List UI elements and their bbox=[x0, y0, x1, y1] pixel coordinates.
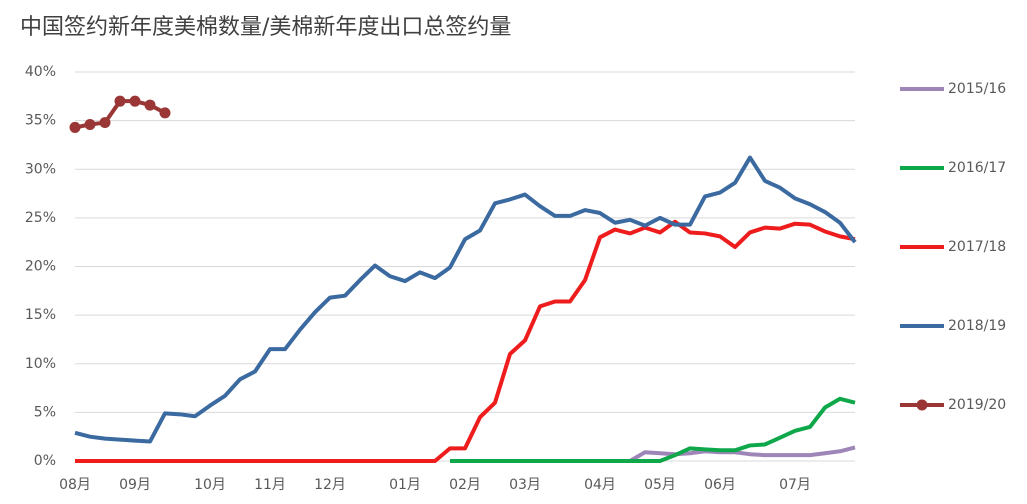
y-tick-label: 15% bbox=[25, 307, 56, 323]
legend-label: 2017/18 bbox=[948, 239, 1006, 255]
series-marker bbox=[69, 121, 81, 133]
series-marker bbox=[159, 107, 171, 119]
series-marker bbox=[144, 99, 156, 111]
x-tick-label: 03月 bbox=[509, 477, 541, 493]
legend-label: 2016/17 bbox=[948, 160, 1006, 176]
y-tick-label: 10% bbox=[25, 356, 56, 372]
y-tick-label: 35% bbox=[25, 113, 56, 129]
y-tick-label: 25% bbox=[25, 210, 56, 226]
y-tick-label: 0% bbox=[34, 453, 56, 469]
series-marker bbox=[84, 119, 96, 131]
legend-label: 2019/20 bbox=[948, 397, 1006, 413]
x-tick-label: 04月 bbox=[584, 477, 616, 493]
y-tick-label: 40% bbox=[25, 64, 56, 80]
series-marker bbox=[99, 117, 111, 129]
series-line bbox=[628, 445, 856, 463]
legend-label: 2015/16 bbox=[948, 81, 1006, 97]
series-marker bbox=[114, 95, 126, 107]
x-tick-label: 01月 bbox=[389, 477, 421, 493]
x-tick-label: 08月 bbox=[59, 477, 91, 493]
x-tick-label: 05月 bbox=[644, 477, 676, 493]
x-tick-label: 02月 bbox=[449, 477, 481, 493]
series-line bbox=[74, 155, 857, 444]
x-tick-label: 11月 bbox=[254, 477, 286, 493]
y-tick-label: 20% bbox=[25, 259, 56, 275]
x-tick-label: 07月 bbox=[779, 477, 811, 493]
x-tick-label: 12月 bbox=[314, 477, 346, 493]
x-tick-label: 06月 bbox=[704, 477, 736, 493]
legend-marker bbox=[916, 399, 928, 411]
series-line bbox=[75, 219, 856, 463]
y-tick-label: 5% bbox=[34, 404, 56, 420]
legend-label: 2018/19 bbox=[948, 318, 1006, 334]
series-marker bbox=[129, 95, 141, 107]
x-tick-label: 09月 bbox=[119, 477, 151, 493]
y-tick-label: 30% bbox=[25, 161, 56, 177]
series-line bbox=[450, 396, 856, 463]
x-tick-label: 10月 bbox=[194, 477, 226, 493]
chart-title: 中国签约新年度美棉数量/美棉新年度出口总签约量 bbox=[20, 15, 511, 40]
